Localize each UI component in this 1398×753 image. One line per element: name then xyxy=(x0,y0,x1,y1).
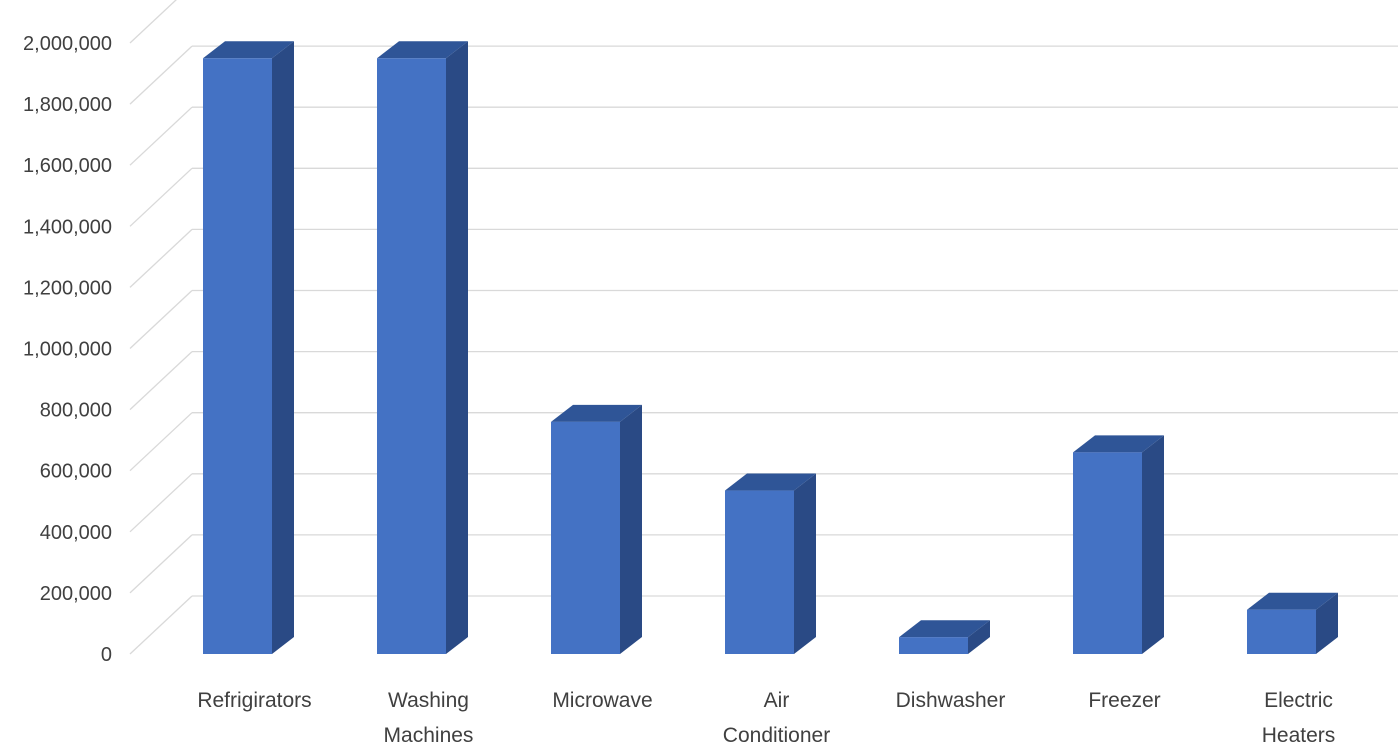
y-tick-label: 1,200,000 xyxy=(23,277,112,299)
y-tick-label: 0 xyxy=(101,644,112,666)
gridline-diagonal xyxy=(129,351,193,411)
bar-front xyxy=(551,421,620,654)
y-axis-tick-labels: 0 200,000 400,000 600,000 800,000 1,000,000 1,… xyxy=(23,33,112,666)
y-tick-label: 200,000 xyxy=(40,583,112,605)
x-category-label: Freezer xyxy=(1088,689,1160,712)
bar-top xyxy=(1073,435,1164,453)
bars xyxy=(203,41,1338,654)
gridline-diagonal xyxy=(129,106,193,166)
y-tick-label: 1,800,000 xyxy=(23,94,112,116)
gridline-diagonal xyxy=(129,412,193,472)
bar-top xyxy=(725,473,816,491)
y-tick-label: 600,000 xyxy=(40,461,112,483)
bar-front xyxy=(725,490,794,654)
bar-side xyxy=(1316,592,1338,654)
x-category-label: Air Conditioner xyxy=(723,689,830,747)
bar-front xyxy=(899,637,968,654)
bar-top xyxy=(377,41,468,59)
x-axis-category-labels: Refrigirators Washing Machines Microwave Air… xyxy=(197,689,1335,747)
gridline-diagonal xyxy=(129,473,193,533)
bar-top xyxy=(1247,592,1338,610)
bar-side xyxy=(272,41,294,654)
bar-top xyxy=(899,620,990,638)
bar xyxy=(203,41,294,654)
x-category-label: Electric Heaters xyxy=(1262,689,1336,747)
gridline-diagonal xyxy=(129,0,177,44)
bar-side xyxy=(446,41,468,654)
bar-top xyxy=(551,404,642,422)
bar-side xyxy=(1142,435,1164,654)
gridline-diagonal xyxy=(129,290,193,349)
bar-side xyxy=(794,473,816,654)
bar-side xyxy=(620,404,642,654)
bar xyxy=(725,473,816,654)
gridline-diagonal xyxy=(129,228,193,288)
bar-front xyxy=(203,58,272,654)
y-tick-label: 400,000 xyxy=(40,522,112,544)
gridline-diagonal xyxy=(129,534,193,594)
y-tick-label: 800,000 xyxy=(40,400,112,422)
bar xyxy=(551,404,642,654)
x-category-label: Washing Machines xyxy=(384,689,474,747)
gridline-diagonal xyxy=(129,45,193,105)
bar-front xyxy=(1073,452,1142,654)
x-category-label: Refrigirators xyxy=(197,689,311,712)
gridline-diagonal xyxy=(129,595,193,655)
x-category-label: Microwave xyxy=(552,689,652,712)
x-category-label: Dishwasher xyxy=(896,689,1006,712)
bar xyxy=(899,620,990,654)
bar xyxy=(1073,435,1164,654)
bar xyxy=(377,41,468,654)
y-tick-label: 1,400,000 xyxy=(23,216,112,238)
gridline-diagonal xyxy=(129,167,193,227)
bar-front xyxy=(377,58,446,654)
bar xyxy=(1247,592,1338,654)
y-tick-label: 1,000,000 xyxy=(23,339,112,361)
bar-side xyxy=(968,620,990,654)
y-tick-label: 1,600,000 xyxy=(23,155,112,177)
bar-front xyxy=(1247,609,1316,654)
y-tick-label: 2,000,000 xyxy=(23,33,112,55)
bar-top xyxy=(203,41,294,59)
